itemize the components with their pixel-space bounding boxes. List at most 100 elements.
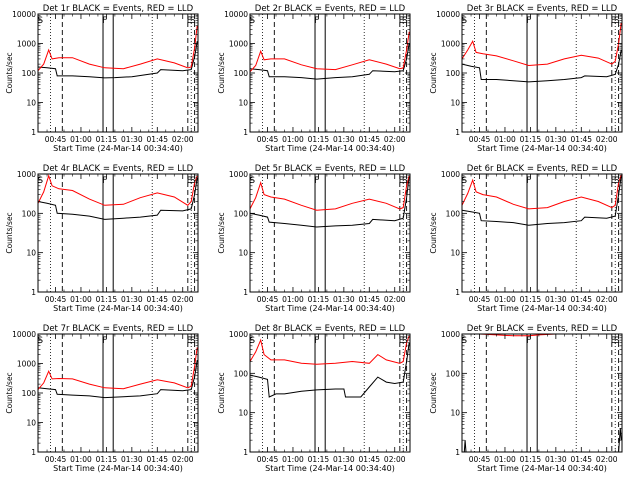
events-series-line — [38, 177, 198, 220]
y-tick-label: 10 — [238, 249, 248, 258]
y-tick-label: 10000 — [12, 10, 36, 19]
y-tick-label: 10 — [26, 419, 36, 428]
x-tick-label: 02:00 — [596, 295, 618, 304]
x-tick-label: 01:45 — [570, 455, 592, 464]
x-tick-label: 01:45 — [358, 135, 380, 144]
x-tick-label: 01:30 — [121, 295, 143, 304]
x-tick-label: 02:00 — [172, 455, 194, 464]
y-axis-label: Counts/sec — [5, 52, 14, 93]
phase-marker-label: S — [249, 176, 255, 186]
x-tick-label: 01:15 — [520, 135, 542, 144]
y-tick-label: 1 — [455, 448, 460, 457]
y-tick-label: 1 — [243, 128, 248, 137]
phase-marker-label: E — [399, 16, 405, 26]
x-tick-label: 01:00 — [70, 295, 92, 304]
x-tick-label: 02:00 — [172, 135, 194, 144]
y-tick-label: 10 — [26, 249, 36, 258]
y-axis-label: Counts/sec — [5, 372, 14, 413]
x-tick-label: 00:45 — [45, 295, 67, 304]
x-axis-label: Start Time (24-Mar-14 00:34:40) — [477, 304, 607, 313]
y-tick-label: 1000 — [441, 330, 460, 339]
phase-marker-label: E — [399, 176, 405, 186]
y-tick-label: 1000 — [17, 360, 36, 369]
y-tick-label: 100 — [446, 369, 461, 378]
y-tick-label: 1 — [31, 288, 36, 297]
events-series-line — [463, 428, 622, 452]
chart-title: Det 4r BLACK = Events, RED = LLD — [43, 164, 194, 174]
y-tick-label: 10 — [450, 409, 460, 418]
events-series-line — [250, 342, 410, 398]
x-tick-label: 01:45 — [358, 295, 380, 304]
y-tick-label: 10 — [26, 99, 36, 108]
events-series-line — [38, 360, 198, 399]
phase-marker-label: S — [37, 176, 43, 186]
x-axis-label: Start Time (24-Mar-14 00:34:40) — [53, 144, 183, 153]
y-tick-label: 100 — [446, 69, 461, 78]
x-tick-label: 01:30 — [545, 295, 567, 304]
phase-marker-label: F — [102, 176, 107, 186]
lld-series-line — [479, 334, 556, 337]
x-tick-label: 01:00 — [282, 135, 304, 144]
y-tick-label: 1000 — [441, 170, 460, 179]
plot-frame — [37, 173, 199, 293]
phase-marker-label: F — [314, 176, 319, 186]
plot-area — [462, 174, 622, 292]
y-tick-label: 1000 — [441, 40, 460, 49]
x-tick-label: 01:15 — [308, 455, 330, 464]
x-tick-label: 01:00 — [494, 455, 516, 464]
y-tick-label: 1 — [243, 448, 248, 457]
x-axis-label: Start Time (24-Mar-14 00:34:40) — [265, 144, 395, 153]
chart-title: Det 7r BLACK = Events, RED = LLD — [43, 324, 194, 334]
chart-title: Det 6r BLACK = Events, RED = LLD — [467, 164, 618, 174]
x-tick-label: 01:00 — [282, 295, 304, 304]
y-axis-label: Counts/sec — [5, 212, 14, 253]
y-tick-label: 100 — [22, 209, 37, 218]
phase-marker-label: F — [526, 176, 531, 186]
y-axis-label: Counts/sec — [217, 212, 226, 253]
y-tick-label: 1 — [31, 128, 36, 137]
x-tick-label: 01:45 — [146, 135, 168, 144]
phase-marker-label: S — [249, 336, 255, 346]
x-tick-label: 01:45 — [358, 455, 380, 464]
x-tick-label: 01:15 — [520, 455, 542, 464]
phase-marker-label: S — [402, 336, 408, 346]
phase-marker-label: S — [614, 16, 620, 26]
plot-area — [38, 334, 198, 452]
x-tick-label: 01:15 — [96, 455, 118, 464]
lld-series-line — [462, 22, 622, 67]
y-tick-label: 1 — [455, 288, 460, 297]
lld-series-line — [462, 174, 622, 210]
x-tick-label: 01:30 — [545, 455, 567, 464]
y-tick-label: 10000 — [436, 10, 460, 19]
phase-marker-label: S — [402, 16, 408, 26]
x-tick-label: 01:45 — [570, 135, 592, 144]
y-tick-label: 100 — [446, 209, 461, 218]
x-tick-label: 01:30 — [121, 455, 143, 464]
phase-marker-label: F — [314, 16, 319, 26]
phase-marker-label: F — [526, 336, 531, 346]
y-tick-label: 1 — [243, 288, 248, 297]
x-tick-label: 00:45 — [257, 455, 279, 464]
x-axis-label: Start Time (24-Mar-14 00:34:40) — [265, 464, 395, 473]
y-axis-label: Counts/sec — [429, 372, 438, 413]
plot-frame — [461, 173, 623, 293]
y-tick-label: 10 — [238, 99, 248, 108]
chart-title: Det 1r BLACK = Events, RED = LLD — [43, 4, 194, 14]
x-axis-label: Start Time (24-Mar-14 00:34:40) — [53, 464, 183, 473]
phase-marker-label: S — [402, 176, 408, 186]
y-tick-label: 1000 — [229, 170, 248, 179]
x-axis-label: Start Time (24-Mar-14 00:34:40) — [53, 304, 183, 313]
x-axis-label: Start Time (24-Mar-14 00:34:40) — [265, 304, 395, 313]
x-tick-label: 01:45 — [570, 295, 592, 304]
x-tick-label: 02:00 — [384, 135, 406, 144]
phase-marker-label: S — [190, 16, 196, 26]
phase-marker-label: F — [314, 336, 319, 346]
y-axis-label: Counts/sec — [217, 372, 226, 413]
y-tick-label: 100 — [234, 69, 249, 78]
phase-marker-label: S — [614, 176, 620, 186]
